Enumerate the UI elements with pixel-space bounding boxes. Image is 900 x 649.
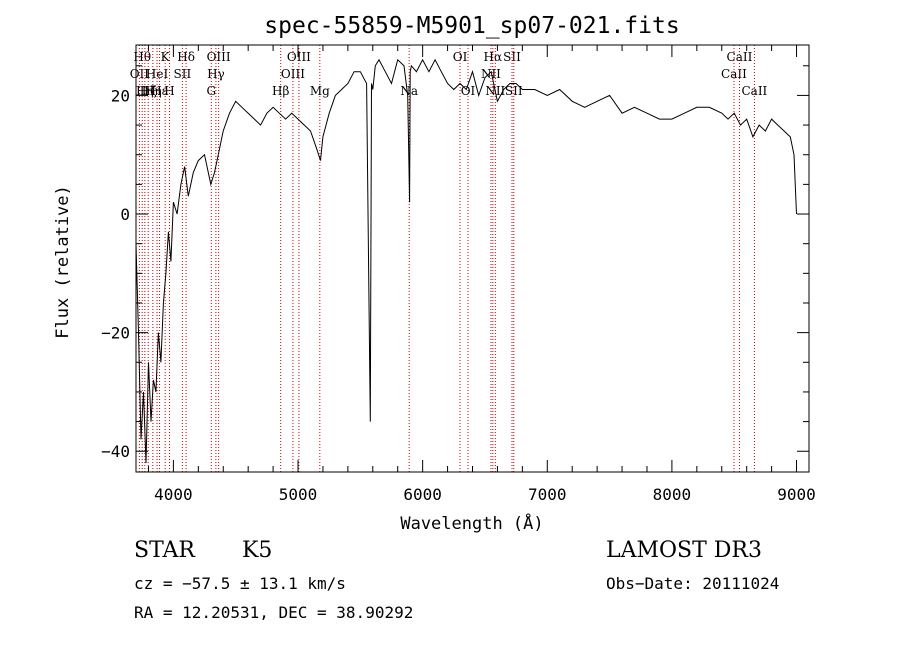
line-marker-label: OIII [281, 67, 305, 81]
chart-title: spec-55859-M5901_sp07-021.fits [264, 13, 679, 39]
line-marker-label: HeI [146, 67, 169, 81]
line-marker-label: CaII [727, 50, 753, 64]
line-marker-label: CaII [741, 84, 767, 98]
line-marker-label: Na [400, 84, 418, 98]
y-axis-label: Flux (relative) [53, 185, 73, 339]
line-marker-label: Mg [310, 84, 330, 98]
y-tick-label: −40 [101, 442, 130, 461]
object-class: STAR [134, 538, 195, 563]
line-marker-label: OII [130, 67, 150, 81]
line-marker-label: OIII [207, 50, 231, 64]
line-marker-label: Hθ [133, 50, 151, 64]
x-tick-label: 4000 [154, 485, 193, 504]
spectrum-line [135, 58, 797, 464]
line-marker-label: G [206, 84, 216, 98]
line-marker-label: SII [174, 67, 192, 81]
redshift-cz: cz = −57.5 ± 13.1 km/s [134, 574, 346, 593]
line-marker-label: OIII [287, 50, 311, 64]
line-marker-label: K [161, 50, 171, 64]
line-marker-label: CaII [721, 67, 747, 81]
x-tick-label: 8000 [653, 485, 692, 504]
plot-frame [135, 44, 810, 473]
observation-date: Obs−Date: 20111024 [606, 574, 780, 593]
x-tick-label: 7000 [528, 485, 567, 504]
line-marker-label: Hδ [177, 50, 195, 64]
y-tick-label: −20 [101, 324, 130, 343]
line-marker-label: OI [453, 50, 468, 64]
line-marker-label: NII [481, 67, 501, 81]
line-marker-label: Hγ [207, 67, 225, 81]
line-marker-label: Hβ [272, 84, 289, 98]
line-marker-label: Hα [484, 50, 503, 64]
line-marker-label: Hη [136, 84, 154, 98]
y-tick-label: 20 [111, 86, 130, 105]
line-marker-label: SII [505, 84, 523, 98]
coordinates: RA = 12.20531, DEC = 38.90292 [134, 603, 414, 622]
y-tick-label: 0 [120, 205, 130, 224]
x-tick-label: 9000 [777, 485, 816, 504]
x-axis-label: Wavelength (Å) [400, 512, 543, 534]
line-marker-label: H [164, 84, 174, 98]
axis-ticks: 4000 5000 6000 7000 8000 9000 −40 −20 0 20 [101, 45, 816, 504]
x-tick-label: 5000 [279, 485, 318, 504]
line-marker-label: Hε [151, 84, 168, 98]
spectral-line-markers: OIIHθHηHζHηHeIHεKHSIIHδGHγOIIIHβOIIIOIII… [130, 45, 768, 472]
line-marker-label: SII [503, 50, 521, 64]
survey-name: LAMOST DR3 [606, 538, 762, 563]
x-tick-label: 6000 [403, 485, 442, 504]
object-subclass: K5 [242, 538, 273, 563]
